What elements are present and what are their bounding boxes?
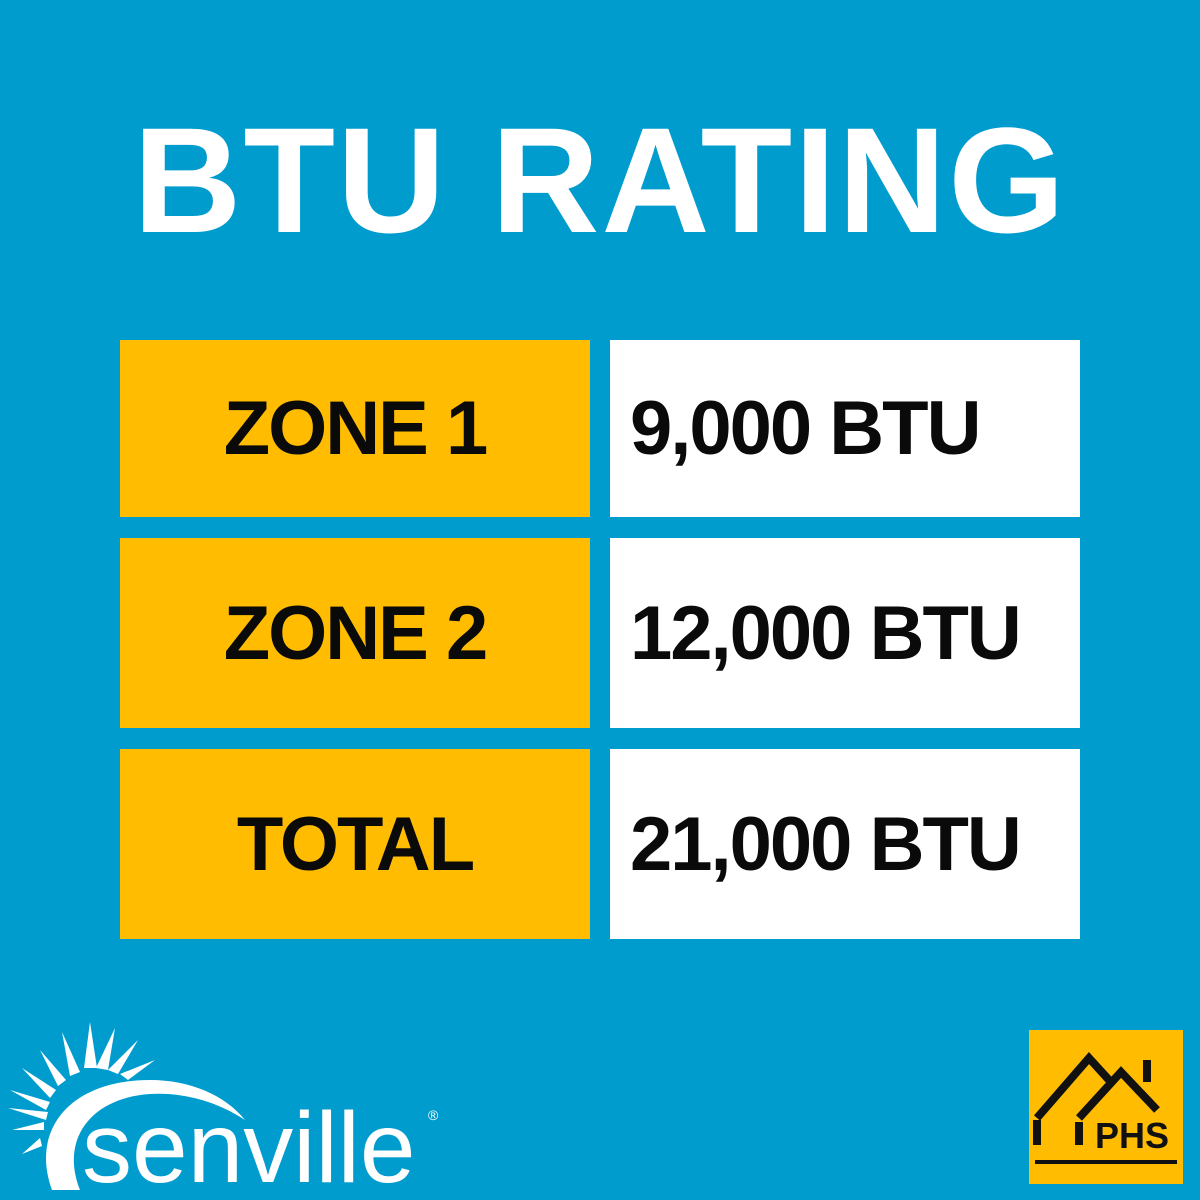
total-value: 21,000 BTU — [610, 749, 1080, 939]
zone-2-value: 12,000 BTU — [610, 538, 1080, 728]
phs-logo: PHS — [1029, 1030, 1183, 1184]
registered-mark: ® — [428, 1107, 439, 1123]
senville-logo: senville ® — [8, 1022, 439, 1200]
phs-wordmark: PHS — [1095, 1115, 1169, 1156]
zone-1-label: ZONE 1 — [120, 340, 590, 517]
zone-1-value: 9,000 BTU — [610, 340, 1080, 517]
zone-2-label: ZONE 2 — [120, 538, 590, 728]
house-icon — [1033, 1051, 1160, 1145]
underline — [1035, 1160, 1177, 1164]
sun-rays-icon — [8, 1022, 155, 1154]
senville-wordmark: senville — [82, 1092, 416, 1200]
total-label: TOTAL — [120, 749, 590, 939]
page-title: BTU RATING — [133, 96, 1067, 264]
swoosh-icon — [46, 1080, 246, 1190]
